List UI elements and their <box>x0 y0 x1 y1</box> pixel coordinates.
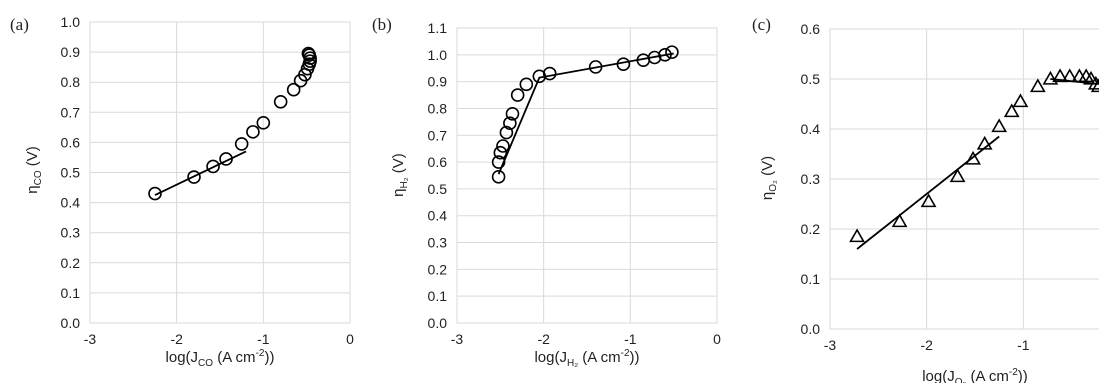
y-tick-label: 0.0 <box>801 321 821 337</box>
x-tick-label: -2 <box>920 337 933 353</box>
y-tick-label: 0.4 <box>801 121 821 137</box>
data-point <box>497 140 509 152</box>
data-point <box>893 215 906 226</box>
y-axis-title: ηCO (V) <box>24 146 44 194</box>
y-tick-label: 0.5 <box>801 71 821 87</box>
x-tick-label: 0 <box>346 331 354 347</box>
y-tick-label: 0.8 <box>61 74 81 90</box>
panel-label: (a) <box>10 15 29 34</box>
panel-label: (c) <box>752 15 771 34</box>
y-tick-label: 0.5 <box>428 181 448 197</box>
data-point <box>993 120 1006 131</box>
data-point <box>520 78 532 90</box>
data-point <box>851 230 864 241</box>
y-tick-label: 0.1 <box>428 288 448 304</box>
data-point <box>512 89 524 101</box>
x-tick-label: -2 <box>537 331 550 347</box>
chart-panel-1: (b) 0.0 0.1 0.2 0.3 0.4 0.5 0.6 0.7 0.8 0.9 1.0 1.1 -… <box>372 15 721 369</box>
fit-line <box>155 151 246 195</box>
y-tick-label: 1.0 <box>428 47 448 63</box>
x-axis-title: log(JH₂ (A cm-2)) <box>534 348 639 369</box>
y-tick-label: 0.1 <box>801 271 821 287</box>
y-tick-label: 0.5 <box>61 165 81 181</box>
y-tick-label: 0.1 <box>61 285 81 301</box>
data-point <box>247 126 259 138</box>
y-axis-title: ηH₂ (V) <box>390 153 410 197</box>
data-point <box>275 96 287 108</box>
y-axis-title: ηO₂ (V) <box>759 156 779 200</box>
y-tick-label: 0.2 <box>428 261 448 277</box>
data-point <box>1014 95 1027 106</box>
y-tick-label: 0.6 <box>801 21 821 37</box>
x-tick-label: 0 <box>713 331 721 347</box>
y-tick-label: 0.6 <box>428 154 448 170</box>
y-tick-label: 0.3 <box>428 235 448 251</box>
x-tick-label: -3 <box>824 337 837 353</box>
panel-label: (b) <box>372 15 392 34</box>
data-point <box>236 138 248 150</box>
x-tick-label: -3 <box>84 331 97 347</box>
y-tick-label: 0.7 <box>61 104 81 120</box>
y-tick-label: 1.1 <box>428 20 448 36</box>
x-tick-label: -1 <box>257 331 270 347</box>
chart-panel-0: (a) 0.0 0.1 0.2 0.3 0.4 0.5 0.6 0.7 0.8 0.9 1.0 -3 -2… <box>10 14 354 369</box>
x-tick-label: -3 <box>451 331 464 347</box>
y-tick-label: 0.2 <box>61 255 81 271</box>
y-tick-label: 0.3 <box>61 225 81 241</box>
y-tick-label: 0.8 <box>428 100 448 116</box>
x-axis-title: log(JCO (A cm-2)) <box>166 348 275 369</box>
fit-line <box>857 137 999 250</box>
x-axis-title: log(JO₂ (A cm-2)) <box>922 367 1028 383</box>
y-tick-label: 0.0 <box>428 315 448 331</box>
y-tick-label: 0.9 <box>61 44 81 60</box>
x-tick-label: -1 <box>1017 337 1030 353</box>
y-tick-label: 0.3 <box>801 171 821 187</box>
x-tick-label: -2 <box>170 331 183 347</box>
y-tick-label: 0.4 <box>61 195 81 211</box>
data-point <box>951 170 964 181</box>
y-tick-label: 0.7 <box>428 127 448 143</box>
y-tick-label: 0.9 <box>428 74 448 90</box>
data-point <box>617 58 629 70</box>
y-tick-label: 0.2 <box>801 221 821 237</box>
y-tick-label: 0.0 <box>61 315 81 331</box>
data-point <box>1031 80 1044 91</box>
plot-frame <box>457 28 717 323</box>
y-tick-label: 1.0 <box>61 14 81 30</box>
y-tick-label: 0.6 <box>61 134 81 150</box>
x-tick-label: -1 <box>624 331 637 347</box>
data-point <box>666 46 678 58</box>
fit-line <box>499 53 674 174</box>
y-tick-label: 0.4 <box>428 208 448 224</box>
